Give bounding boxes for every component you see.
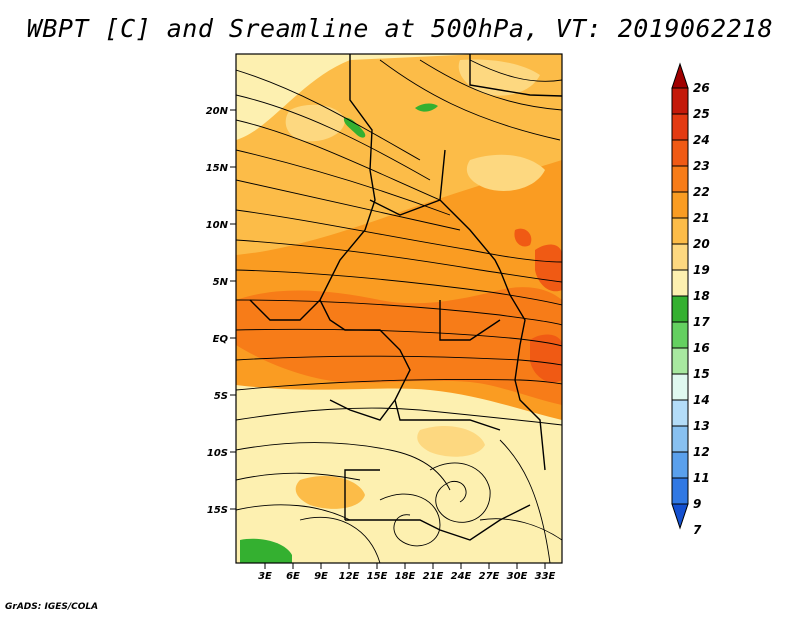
colorbar-label: 24 <box>693 133 710 147</box>
lon-label-3e: 3E <box>258 571 272 582</box>
lon-label-18e: 18E <box>395 571 416 582</box>
colorbar-label: 16 <box>693 341 710 355</box>
colorbar-label: 18 <box>693 289 710 303</box>
lon-label-6e: 6E <box>286 571 300 582</box>
lon-label-21e: 21E <box>423 571 444 582</box>
colorbar-swatch <box>671 191 689 219</box>
colorbar-swatch <box>671 399 689 427</box>
lon-label-12e: 12E <box>339 571 360 582</box>
lat-label-10n: 10N <box>206 220 229 231</box>
colorbar-bottom-arrow <box>671 503 689 530</box>
colorbar-label: 12 <box>693 445 710 459</box>
lat-label-15s: 15S <box>207 505 228 516</box>
lon-label-33e: 33E <box>535 571 556 582</box>
lon-label-24e: 24E <box>451 571 472 582</box>
colorbar-swatch <box>671 295 689 323</box>
colorbar-swatch <box>671 139 689 167</box>
colorbar-swatch <box>671 321 689 349</box>
map-title: WBPT [C] and Sreamline at 500hPa, VT: 20… <box>26 14 774 43</box>
lon-label-9e: 9E <box>314 571 328 582</box>
colorbar-label: 20 <box>693 237 710 251</box>
latitude-axis: 20N 15N 10N 5N EQ 5S 10S 15S <box>206 106 236 516</box>
temperature-field <box>236 54 562 563</box>
colorbar-swatch <box>671 425 689 453</box>
colorbar-label: 13 <box>693 419 710 433</box>
colorbar-label: 21 <box>693 211 710 225</box>
lat-label-10s: 10S <box>207 448 228 459</box>
colorbar-swatch <box>671 165 689 193</box>
lat-label-5s: 5S <box>214 391 228 402</box>
colorbar-label: 22 <box>693 185 710 199</box>
colorbar-label: 23 <box>693 159 710 173</box>
colorbar-swatch <box>671 477 689 505</box>
colorbar-label: 11 <box>693 471 710 485</box>
plot-frame <box>235 53 563 564</box>
country-borders <box>249 54 562 541</box>
lon-label-15e: 15E <box>367 571 388 582</box>
colorbar-top-arrow <box>671 62 689 89</box>
colorbar-label: 15 <box>693 367 710 381</box>
colorbar-swatch <box>671 373 689 401</box>
lat-label-eq: EQ <box>213 334 229 345</box>
longitude-axis: 3E 6E 9E 12E 15E 18E 21E 24E 27E 30E 33E <box>258 563 556 582</box>
colorbar-label: 19 <box>693 263 710 277</box>
lat-label-15n: 15N <box>206 163 229 174</box>
lon-label-30e: 30E <box>507 571 528 582</box>
grads-credit: GrADS: IGES/COLA <box>5 602 99 612</box>
lat-label-20n: 20N <box>206 106 229 117</box>
colorbar-swatch <box>671 87 689 115</box>
colorbar-swatch <box>671 243 689 271</box>
colorbar-label: 26 <box>693 81 710 95</box>
colorbar: 26 25 24 23 22 21 20 19 18 17 16 15 14 13 12 11 9 7 <box>671 62 710 537</box>
colorbar-swatch <box>671 451 689 479</box>
colorbar-label: 9 <box>693 497 701 511</box>
colorbar-swatch <box>671 269 689 297</box>
lon-label-27e: 27E <box>479 571 500 582</box>
streamlines <box>236 59 562 563</box>
colorbar-swatch <box>671 347 689 375</box>
colorbar-swatch <box>671 217 689 245</box>
colorbar-label: 7 <box>693 523 702 537</box>
colorbar-label: 25 <box>693 107 710 121</box>
colorbar-swatch <box>671 113 689 141</box>
colorbar-label: 14 <box>693 393 710 407</box>
colorbar-label: 17 <box>693 315 710 329</box>
lat-label-5n: 5N <box>213 277 229 288</box>
